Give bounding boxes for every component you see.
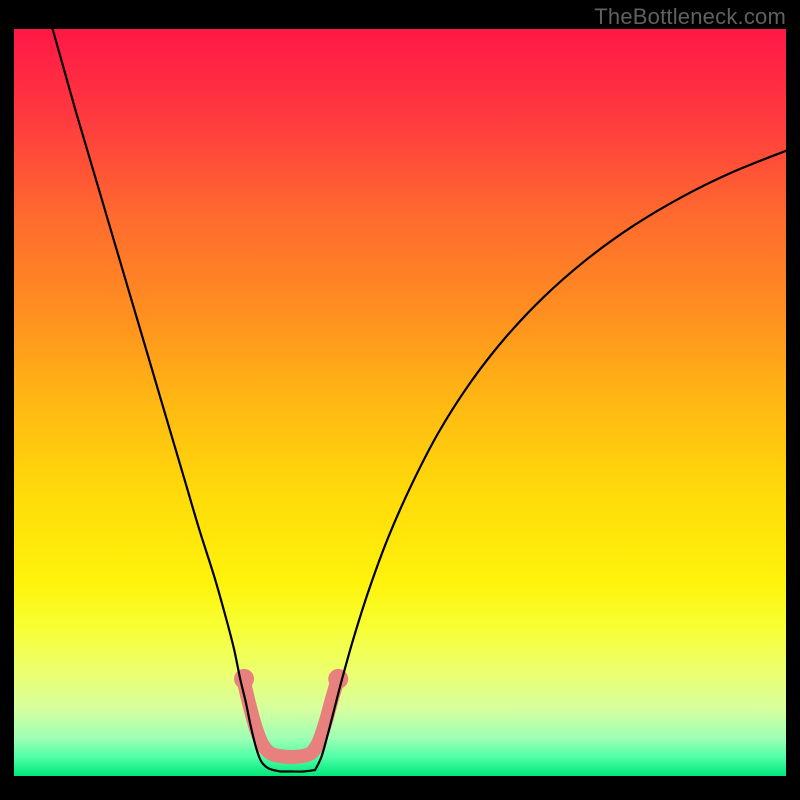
valley-highlight-mark [244, 683, 337, 757]
chart-frame: TheBottleneck.com [0, 0, 800, 800]
gradient-background [14, 29, 786, 776]
watermark-text: TheBottleneck.com [594, 4, 786, 30]
highlight-end-dot-right [328, 669, 348, 689]
highlight-end-dot-left [234, 669, 254, 689]
bottleneck-curve-left [53, 29, 281, 772]
plot-area [14, 29, 786, 776]
bottleneck-curve-floor [280, 770, 315, 772]
chart-svg [14, 29, 786, 776]
bottleneck-curve-right [315, 151, 786, 770]
